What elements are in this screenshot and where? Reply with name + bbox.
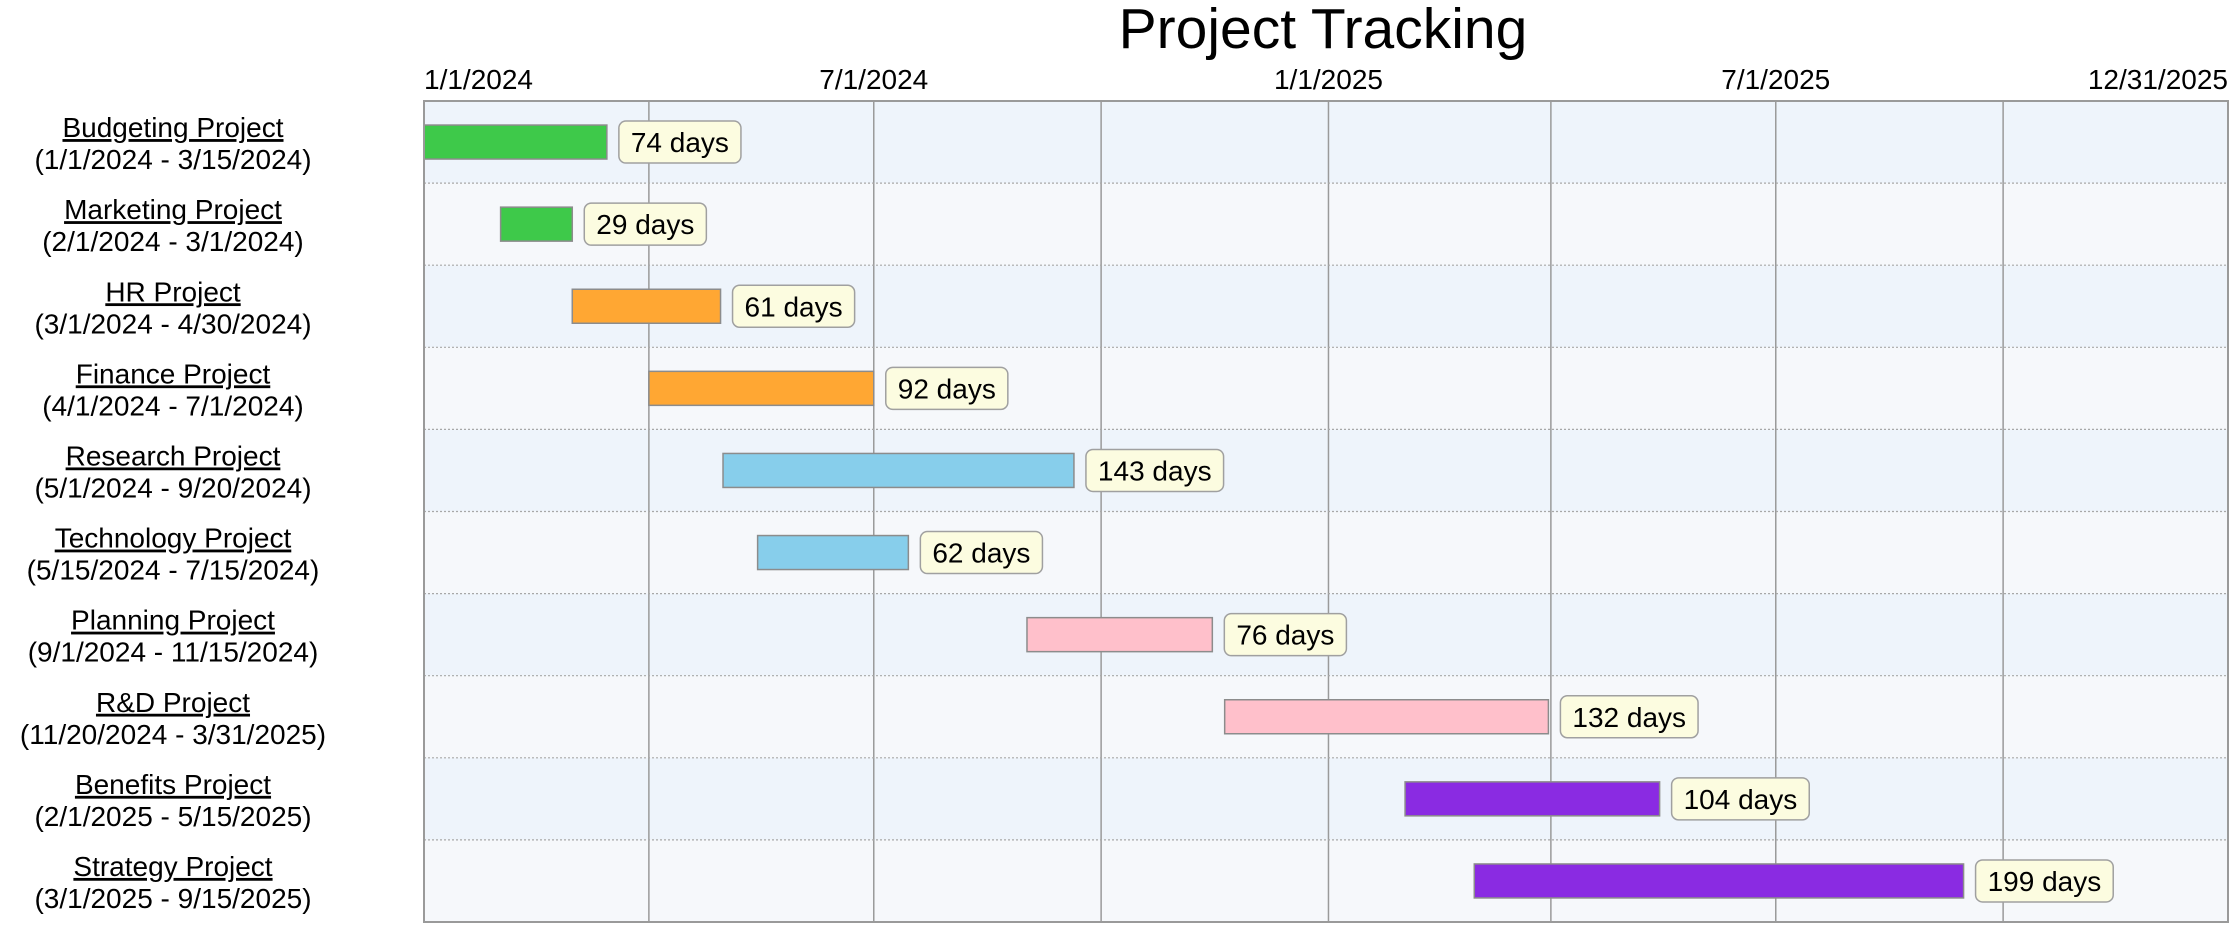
duration-badge: 74 days: [618, 120, 742, 164]
chart-title: Project Tracking: [1119, 0, 1528, 61]
duration-badge-box: [1559, 695, 1699, 739]
x-tick-label: 7/1/2025: [1721, 64, 1830, 95]
x-axis-ticks: 1/1/2024 7/1/2024 1/1/2025 7/1/2025 12/31/20…: [424, 64, 2228, 95]
task-name-label: R&D Project: [96, 687, 250, 718]
duration-badge: 132 days: [1559, 695, 1699, 739]
task-name-label: Marketing Project: [64, 194, 282, 225]
row-band: [424, 429, 2228, 512]
duration-label: 62 days: [932, 538, 1030, 569]
duration-badge: 76 days: [1223, 612, 1348, 657]
task-name-label: Strategy Project: [73, 851, 272, 882]
duration-badge-box: [1670, 777, 1811, 821]
duration-badge-box: [919, 530, 1044, 575]
task-date-range-label: (1/1/2024 - 3/15/2024): [34, 144, 311, 175]
task-name-label: Finance Project: [76, 358, 271, 389]
duration-badge-box: [583, 202, 708, 246]
row-band: [424, 511, 2228, 594]
task-name-label: Budgeting Project: [62, 112, 283, 143]
duration-badge: 29 days: [583, 202, 708, 246]
duration-label: 199 days: [1988, 866, 2102, 897]
task-date-range-label: (3/1/2025 - 9/15/2025): [34, 883, 311, 914]
row-band: [424, 183, 2228, 266]
duration-badge: 143 days: [1085, 448, 1225, 493]
x-tick-label: 12/31/2025: [2088, 64, 2228, 95]
x-tick-label: 7/1/2024: [819, 64, 928, 95]
task-date-range-label: (2/1/2024 - 3/1/2024): [42, 226, 304, 257]
duration-label: 29 days: [596, 209, 694, 240]
duration-label: 132 days: [1572, 702, 1686, 733]
task-bar: [1026, 616, 1214, 653]
duration-badges: 74 days 29 days 61 days 92 days 143 days 62 d…: [583, 120, 2114, 903]
x-tick-label: 1/1/2025: [1274, 64, 1383, 95]
duration-badge: 92 days: [885, 366, 1009, 411]
duration-label: 143 days: [1098, 455, 1212, 486]
duration-label: 104 days: [1684, 784, 1798, 815]
duration-badge: 62 days: [919, 530, 1044, 575]
task-date-range-label: (4/1/2024 - 7/1/2024): [42, 390, 304, 421]
task-bar: [1223, 699, 1550, 735]
duration-badge: 199 days: [1974, 859, 2114, 903]
task-labels: Budgeting Project(1/1/2024 - 3/15/2024) M…: [20, 112, 326, 914]
duration-label: 61 days: [745, 291, 843, 322]
task-date-range-label: (5/1/2024 - 9/20/2024): [34, 472, 311, 503]
task-name-label: Research Project: [66, 440, 281, 471]
task-name-label: HR Project: [105, 276, 241, 307]
duration-badge-box: [618, 120, 742, 164]
duration-badge-box: [731, 284, 856, 328]
task-date-range-label: (5/15/2024 - 7/15/2024): [27, 555, 320, 586]
task-bar: [756, 534, 910, 571]
row-band: [424, 265, 2228, 348]
task-bar: [1404, 781, 1661, 817]
task-name-label: Technology Project: [55, 523, 292, 554]
task-date-range-label: (2/1/2025 - 5/15/2025): [34, 801, 311, 832]
task-date-range-label: (11/20/2024 - 3/31/2025): [20, 719, 326, 750]
row-band: [424, 757, 2228, 840]
duration-label: 76 days: [1236, 620, 1334, 651]
duration-badge-box: [885, 366, 1009, 411]
task-bar: [499, 206, 574, 242]
task-bar: [722, 452, 1075, 489]
task-bars: [423, 124, 1965, 899]
duration-label: 74 days: [631, 127, 729, 158]
task-bar: [648, 370, 875, 407]
task-bar: [571, 288, 722, 324]
duration-label: 92 days: [898, 373, 996, 404]
task-bar: [423, 124, 608, 160]
x-tick-label: 1/1/2024: [424, 64, 533, 95]
task-bar: [1473, 863, 1965, 899]
task-name-label: Benefits Project: [75, 769, 271, 800]
duration-badge: 61 days: [731, 284, 856, 328]
duration-badge: 104 days: [1670, 777, 1811, 821]
duration-badge-box: [1974, 859, 2114, 903]
duration-badge-box: [1085, 448, 1225, 493]
duration-badge-box: [1223, 612, 1348, 657]
task-date-range-label: (3/1/2024 - 4/30/2024): [34, 308, 311, 339]
task-name-label: Planning Project: [71, 605, 275, 636]
task-date-range-label: (9/1/2024 - 11/15/2024): [28, 637, 319, 668]
plot-frame: [423, 100, 2229, 923]
